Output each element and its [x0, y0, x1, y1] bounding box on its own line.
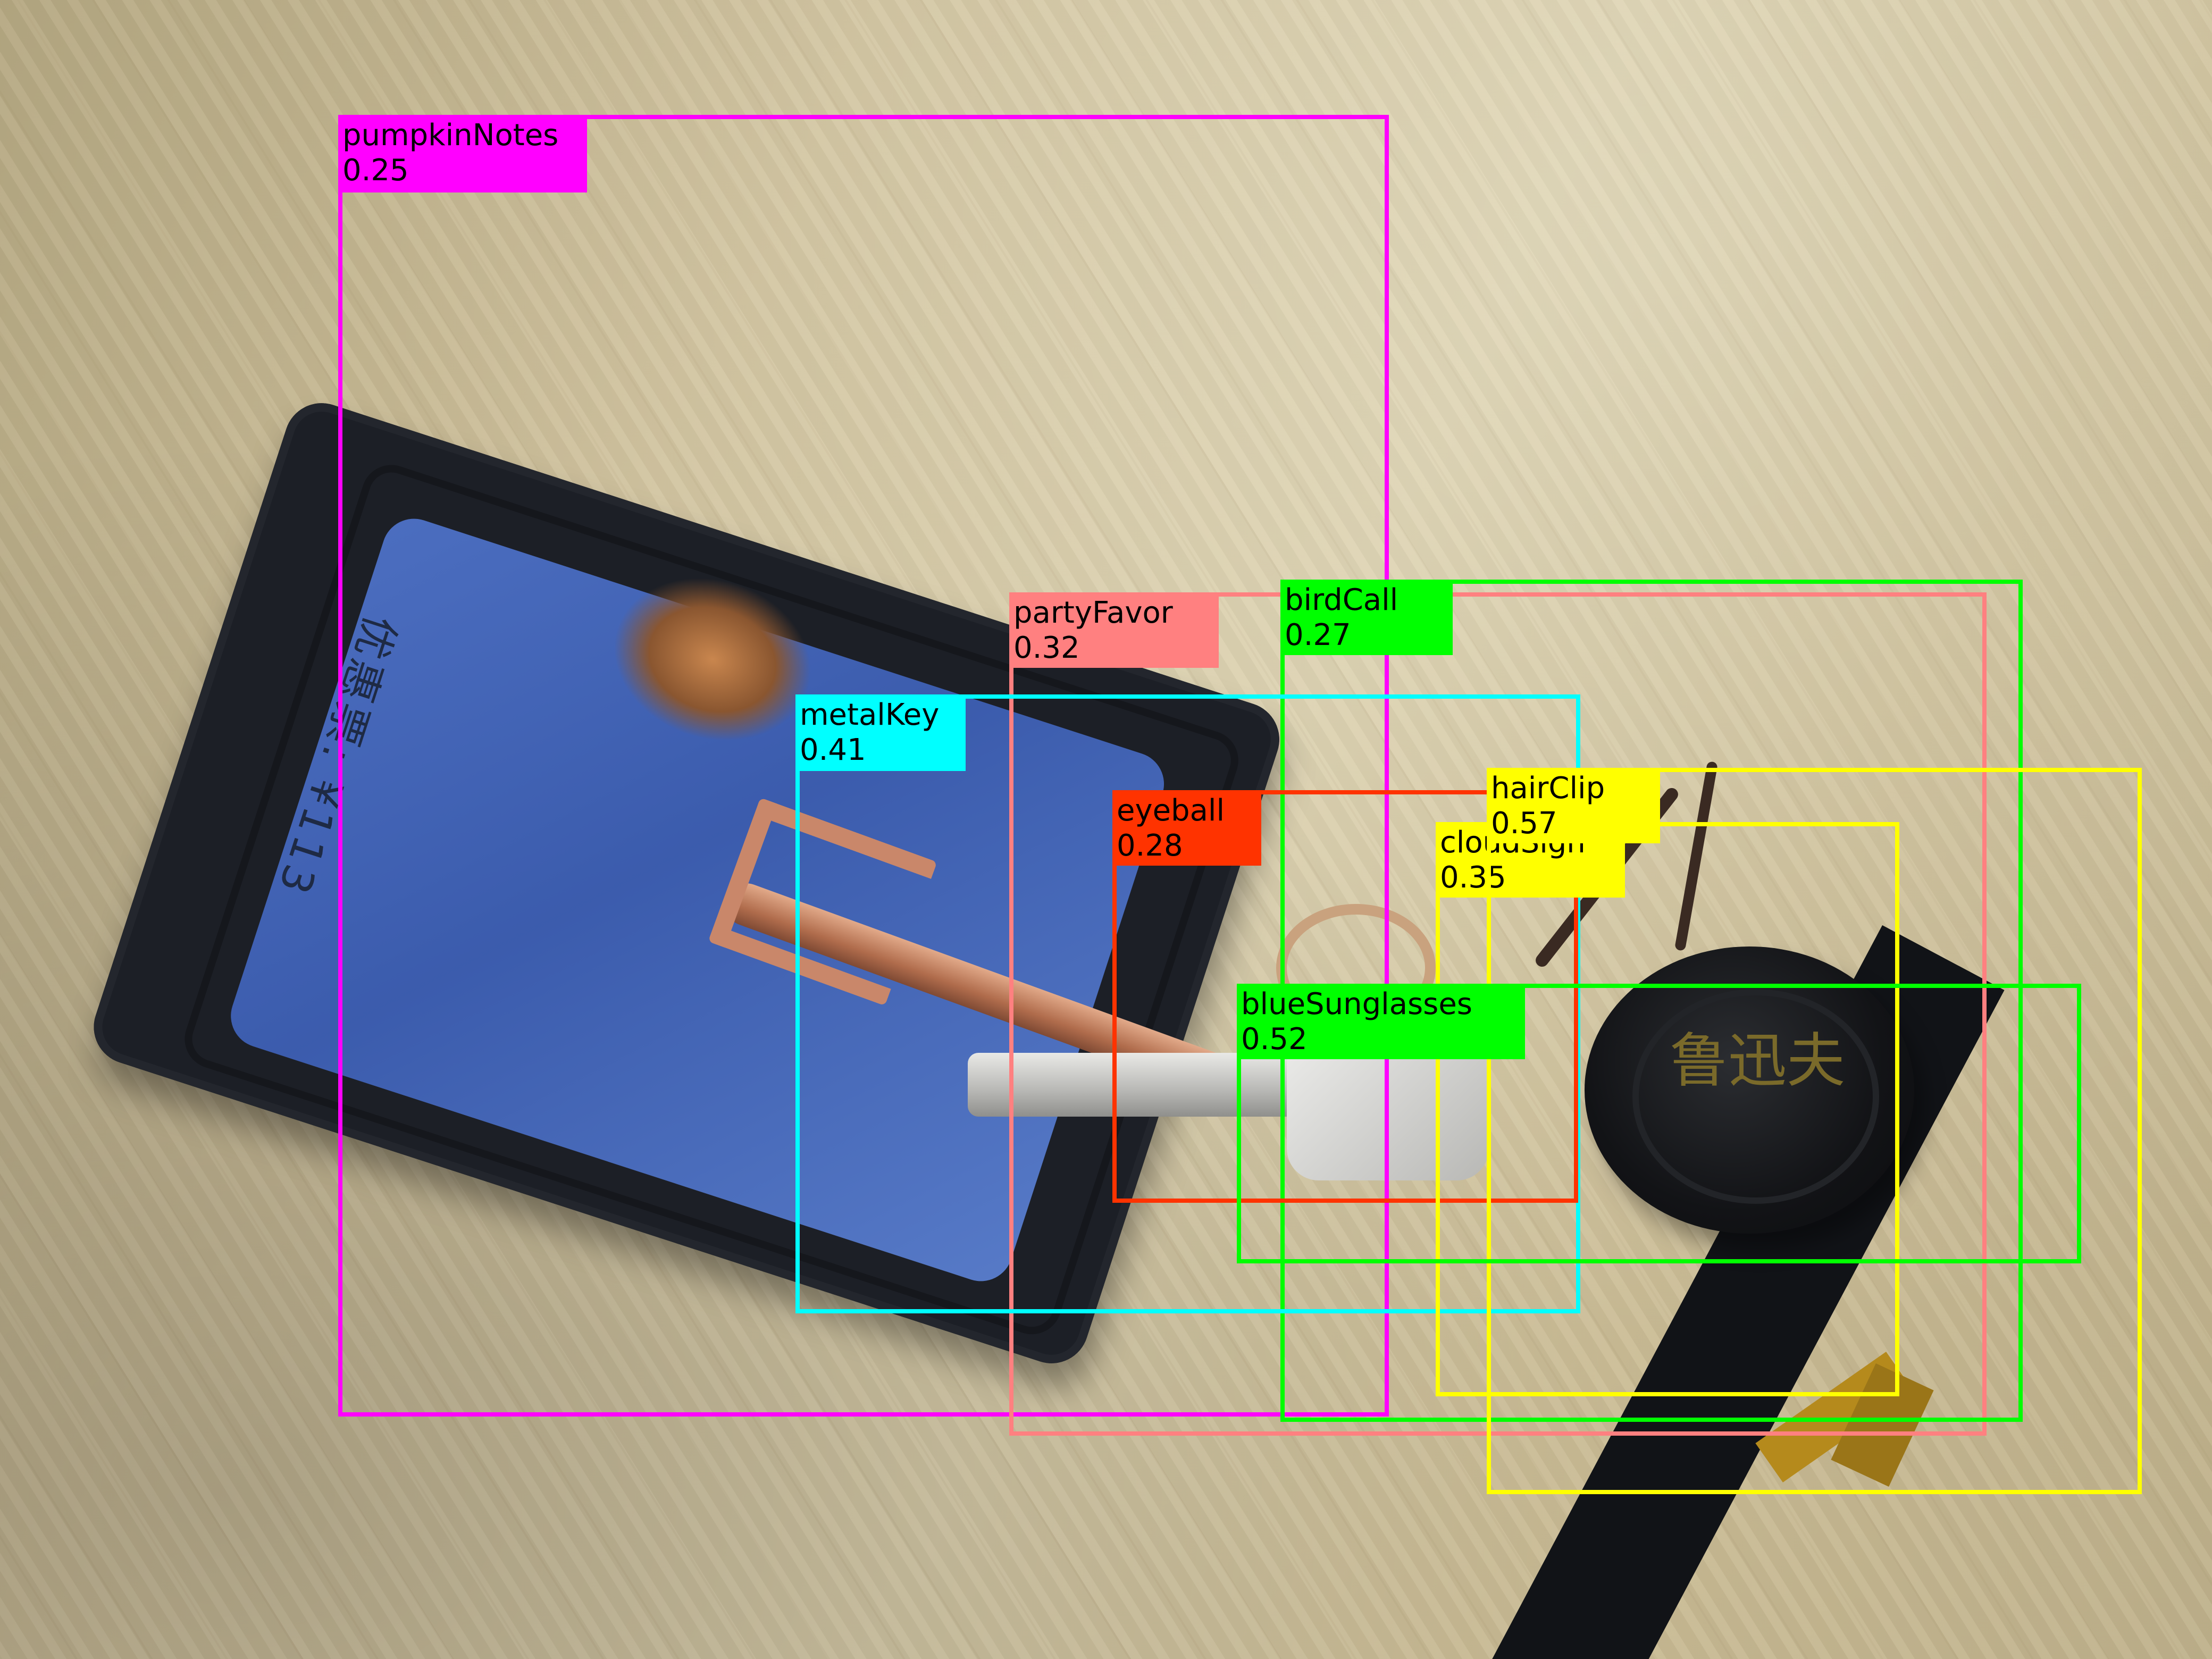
detection-class: blueSunglasses [1241, 987, 1472, 1021]
detection-box [338, 115, 1389, 1417]
detection-label: pumpkinNotes 0.25 [338, 115, 587, 192]
detection-box [1436, 822, 1899, 1396]
detection-score: 0.41 [800, 733, 866, 767]
detection-box [1112, 790, 1578, 1203]
detection-label: eyeball 0.28 [1112, 790, 1261, 866]
detection-score: 0.25 [342, 153, 409, 188]
detection-class: partyFavor [1013, 596, 1173, 630]
detection-label: partyFavor 0.32 [1009, 592, 1219, 668]
detection-class: hairClip [1491, 771, 1605, 806]
detection-score: 0.32 [1013, 631, 1080, 665]
detection-score: 0.27 [1285, 618, 1351, 652]
badge-reel-text: 鲁迅夫 [1670, 1027, 1845, 1095]
detection-class: eyeball [1117, 793, 1225, 828]
detection-label: metalKey 0.41 [795, 694, 966, 771]
detection-label: birdCall 0.27 [1280, 580, 1453, 655]
detection-box [1009, 592, 1987, 1436]
detection-box [1237, 984, 2081, 1263]
detection-box [1487, 768, 2142, 1494]
detection-class: birdCall [1285, 583, 1398, 617]
detection-class: metalKey [800, 698, 940, 732]
detection-score: 0.35 [1440, 860, 1506, 895]
detection-class: pumpkinNotes [342, 118, 559, 153]
detection-label: hairClip 0.57 [1487, 768, 1660, 843]
detection-score: 0.52 [1241, 1022, 1308, 1057]
detection-score: 0.57 [1491, 806, 1557, 841]
detection-score: 0.28 [1117, 828, 1183, 863]
detection-label: blueSunglasses 0.52 [1237, 984, 1525, 1059]
detection-box [795, 694, 1580, 1313]
